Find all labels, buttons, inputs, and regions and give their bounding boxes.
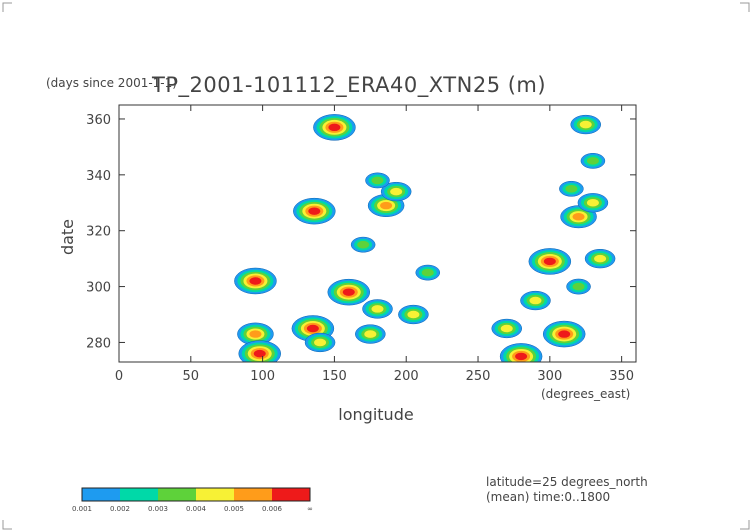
annotation-time: (mean) time:0..1800 (486, 490, 610, 504)
colorbar-swatch (234, 488, 272, 501)
heat-contour (594, 254, 607, 263)
heat-contour (529, 296, 542, 305)
heat-cell (304, 332, 336, 353)
heat-cell (577, 193, 609, 213)
annotation-latitude: latitude=25 degrees_north (486, 475, 648, 489)
heat-contour (421, 268, 434, 277)
heatmap-cells (234, 114, 616, 362)
colorbar-swatch (120, 488, 158, 501)
colorbar-label: 0.002 (110, 505, 130, 513)
x-tick-label: 250 (466, 369, 491, 384)
heat-contour (249, 277, 262, 285)
colorbar-swatch (82, 488, 120, 501)
heat-cell (327, 278, 371, 306)
heat-contour (364, 330, 377, 338)
y-tick-label: 280 (86, 336, 111, 351)
heat-cell (542, 320, 586, 348)
heat-cell (580, 153, 606, 169)
heat-contour (371, 305, 384, 313)
heat-cell (566, 278, 591, 295)
x-tick-label: 100 (250, 369, 275, 384)
x-axis: 0 50 100 150 200 250 300 350 (115, 105, 634, 384)
x-tick-label: 300 (537, 369, 562, 384)
y-tick-label: 360 (86, 113, 111, 128)
y-axis-unit-note: (days since 2001-1-1) (46, 76, 177, 90)
heat-cell (559, 180, 584, 197)
heat-contour (342, 288, 355, 296)
heat-cell (350, 236, 376, 253)
heat-cell (491, 318, 522, 339)
heat-contour (371, 176, 384, 185)
heat-contour (586, 157, 599, 165)
colorbar: 0.001 0.002 0.003 0.004 0.005 0.006 ∞ (72, 487, 313, 513)
heat-contour (558, 330, 571, 338)
heat-cell (362, 299, 393, 319)
heat-contour (543, 257, 556, 266)
heat-cell (365, 172, 390, 189)
x-tick-label: 0 (115, 369, 123, 384)
heat-contour (253, 349, 266, 358)
colorbar-label: 0.001 (72, 505, 92, 513)
heat-cell (570, 114, 601, 135)
heat-contour (314, 338, 327, 347)
colorbar-label: ∞ (307, 505, 313, 513)
heat-contour (390, 187, 403, 196)
heat-contour (572, 282, 585, 291)
heat-cell (499, 343, 543, 362)
heat-contour (572, 213, 585, 221)
colorbar-label: 0.003 (148, 505, 168, 513)
heat-cell (520, 290, 551, 311)
y-tick-label: 340 (86, 169, 111, 184)
heat-cell (237, 322, 274, 346)
heat-cell (528, 248, 572, 275)
heat-contour (586, 199, 599, 207)
colorbar-label: 0.006 (262, 505, 283, 513)
colorbar-swatch (158, 488, 196, 501)
colorbar-label: 0.004 (186, 505, 207, 513)
colorbar-frame (81, 487, 311, 502)
plot-frame (118, 104, 637, 363)
heat-contour (308, 207, 321, 215)
heat-contour (407, 310, 420, 319)
heat-cell (238, 340, 281, 362)
x-axis-label: longitude (338, 405, 413, 424)
heat-contour (328, 123, 341, 132)
heat-cell (584, 248, 616, 269)
heat-cell (380, 181, 412, 202)
x-axis-unit: (degrees_east) (541, 387, 630, 401)
x-tick-label: 50 (183, 369, 200, 384)
heat-cell (398, 304, 429, 325)
heat-cell (355, 324, 386, 344)
heat-cell (415, 264, 441, 281)
colorbar-swatch (196, 488, 234, 501)
heat-contour (579, 120, 592, 129)
heat-cell (293, 197, 336, 225)
x-tick-label: 150 (322, 369, 347, 384)
chart-title: TP_2001-101112_ERA40_XTN25 (m) (151, 73, 546, 98)
heat-contour (306, 324, 319, 333)
y-tick-label: 300 (86, 281, 111, 296)
y-axis-label: date (58, 219, 77, 255)
heat-contour (380, 201, 393, 210)
heat-cell (234, 267, 277, 295)
heat-contour (249, 330, 262, 338)
x-tick-label: 200 (394, 369, 419, 384)
colorbar-label: 0.005 (224, 505, 244, 513)
heat-contour (515, 352, 528, 361)
y-tick-label: 320 (86, 225, 111, 240)
colorbar-swatch (272, 488, 310, 501)
y-axis: 280 300 320 340 360 (86, 113, 636, 351)
heat-contour (357, 240, 370, 249)
heat-cell (313, 114, 356, 141)
x-tick-label: 350 (609, 369, 634, 384)
heat-contour (565, 185, 578, 193)
heat-contour (500, 324, 513, 333)
